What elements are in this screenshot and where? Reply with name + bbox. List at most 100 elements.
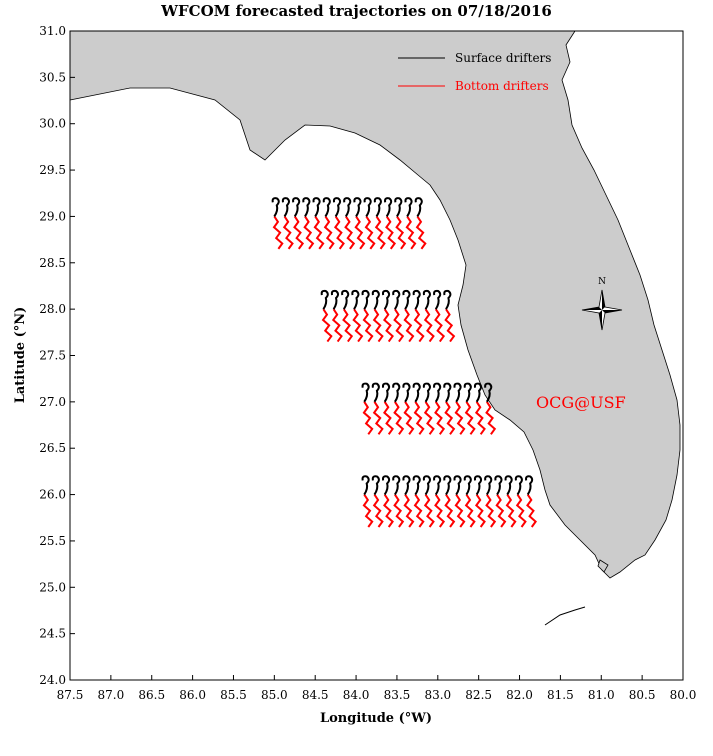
surface-drifter-track: [402, 289, 411, 310]
bottom-drifter-track: [423, 308, 435, 343]
y-tick-label: 25.5: [39, 534, 66, 548]
surface-drifter-track: [402, 382, 411, 403]
x-tick-label: 80.0: [670, 688, 697, 702]
surface-drifter-track: [504, 475, 513, 496]
bottom-drifter-track: [372, 494, 384, 528]
y-tick-label: 28.0: [39, 302, 66, 316]
surface-drifter-track: [412, 475, 421, 496]
surface-drifter-track: [443, 475, 452, 496]
bottom-drifter-track: [385, 215, 397, 250]
bottom-drifter-track: [403, 494, 415, 528]
y-tick-label: 31.0: [39, 24, 66, 38]
bottom-drifter-track: [434, 308, 446, 343]
surface-drifter-track: [402, 475, 411, 496]
y-tick-label: 25.0: [39, 580, 66, 594]
bottom-drifter-track: [454, 494, 466, 528]
surface-drifter-track: [422, 382, 431, 403]
bottom-drifter-track: [485, 494, 497, 528]
x-tick-label: 80.5: [629, 688, 656, 702]
bottom-drifter-track: [383, 494, 394, 528]
surface-drifter-track: [381, 289, 391, 310]
bottom-drifter-track: [362, 401, 374, 435]
bottom-drifter-track: [395, 215, 407, 250]
surface-drifter-track: [281, 197, 290, 217]
x-axis-label: Longitude (°W): [320, 711, 432, 726]
bottom-drifter-track: [403, 401, 415, 435]
y-axis-label: Latitude (°N): [13, 307, 28, 404]
bottom-drifter-track: [454, 401, 466, 435]
surface-drifter-track: [271, 197, 280, 217]
y-tick-label: 29.0: [39, 209, 66, 223]
surface-drifter-track: [341, 289, 350, 310]
x-tick-label: 82.0: [506, 688, 533, 702]
surface-drifter-track: [412, 382, 421, 403]
bottom-drifter-track: [321, 308, 333, 343]
surface-drifter-track: [312, 197, 321, 217]
surface-drifter-track: [473, 475, 483, 496]
surface-drifter-track: [392, 382, 401, 403]
bottom-drifter-track: [415, 215, 427, 250]
surface-drifter-track: [473, 382, 483, 403]
surface-drifter-track: [330, 289, 340, 310]
bottom-drifter-track: [464, 494, 476, 528]
bottom-drifter-track: [333, 215, 345, 250]
bottom-drifter-track: [434, 401, 446, 435]
bottom-drifter-track: [342, 308, 354, 343]
y-tick-label: 26.5: [39, 441, 66, 455]
compass-rose-icon: N: [581, 277, 623, 331]
surface-drifter-track: [381, 382, 391, 403]
x-tick-label: 81.5: [547, 688, 574, 702]
y-axis: 31.0 30.5 30.0 29.5 29.0 28.5 28.0 27.5 27.0 26.5…: [39, 24, 75, 687]
bottom-drifter-track: [354, 215, 366, 250]
map-title: WFCOM forecasted trajectories on 07/18/2…: [161, 2, 552, 20]
surface-drifter-track: [443, 289, 452, 310]
bottom-drifter-track: [423, 401, 435, 435]
bottom-drifter-track: [374, 215, 386, 250]
x-tick-label: 84.5: [302, 688, 329, 702]
surface-drifter-track: [514, 475, 523, 496]
surface-drifter-track: [463, 382, 472, 403]
surface-drifter-track: [443, 382, 452, 403]
surface-drifter-track: [433, 382, 442, 403]
x-tick-label: 87.0: [98, 688, 125, 702]
surface-drifter-track: [361, 475, 370, 496]
surface-drifter-track: [494, 475, 503, 496]
surface-drifter-track: [384, 197, 393, 217]
bottom-drifter-track: [474, 494, 486, 528]
surface-drifter-track: [332, 197, 342, 217]
surface-drifter-track: [371, 475, 380, 496]
surface-drifter-track: [361, 382, 370, 403]
surface-drifter-track: [351, 289, 360, 310]
surface-drifter-track: [484, 382, 493, 403]
surface-drifter-track: [412, 289, 421, 310]
bottom-drifter-track: [444, 401, 456, 435]
x-tick-label: 85.5: [220, 688, 247, 702]
bottom-drifter-track: [323, 215, 335, 250]
surface-drifter-track: [371, 289, 380, 310]
x-tick-label: 84.0: [343, 688, 370, 702]
bottom-drifter-track: [293, 215, 305, 250]
y-tick-label: 24.5: [39, 627, 66, 641]
bottom-drifter-track: [413, 494, 425, 528]
surface-drifter-track: [381, 475, 391, 496]
bottom-drifter-track: [403, 308, 415, 343]
surface-drifter-track: [343, 197, 352, 217]
surface-drifter-track: [422, 289, 431, 310]
legend-label-bottom: Bottom drifters: [455, 79, 549, 93]
y-tick-label: 29.5: [39, 163, 66, 177]
y-tick-label: 30.5: [39, 70, 66, 84]
surface-drifter-track: [484, 475, 493, 496]
florida-keys: [544, 606, 586, 626]
bottom-drifter-track: [383, 401, 394, 435]
surface-drifter-track: [320, 289, 329, 310]
surface-drifter-track: [361, 289, 370, 310]
surface-drifter-track: [463, 475, 472, 496]
bottom-drifter-track: [444, 494, 456, 528]
surface-drifter-track: [302, 197, 311, 217]
trajectories: [271, 197, 537, 528]
island: [597, 559, 609, 573]
surface-drifter-track: [353, 197, 362, 217]
surface-drifter-track: [394, 197, 403, 217]
x-tick-label: 85.0: [261, 688, 288, 702]
bottom-drifter-track: [344, 215, 356, 250]
